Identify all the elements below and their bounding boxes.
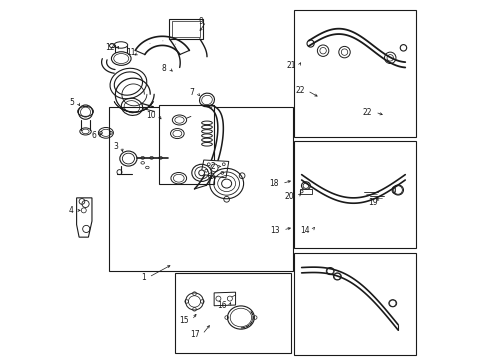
Text: 1: 1 — [141, 273, 145, 282]
Text: 19: 19 — [368, 198, 377, 207]
Bar — [293, 141, 415, 248]
Text: 7: 7 — [189, 88, 194, 97]
Text: 16: 16 — [217, 301, 226, 310]
Bar — [175, 273, 290, 353]
Polygon shape — [201, 160, 228, 178]
Text: 3: 3 — [114, 141, 119, 150]
Ellipse shape — [109, 44, 115, 48]
Text: 11: 11 — [126, 48, 136, 57]
Text: 10: 10 — [146, 111, 156, 120]
Polygon shape — [214, 292, 235, 306]
Bar — [293, 10, 415, 137]
Text: 17: 17 — [189, 330, 199, 339]
Ellipse shape — [221, 179, 231, 188]
Text: 12: 12 — [105, 43, 115, 52]
Text: 22: 22 — [294, 86, 304, 95]
Bar — [159, 105, 214, 184]
Polygon shape — [77, 198, 92, 237]
Text: 5: 5 — [69, 98, 74, 107]
Text: 22: 22 — [362, 108, 372, 117]
Text: 18: 18 — [269, 179, 279, 188]
Text: 9: 9 — [198, 17, 203, 26]
Text: 14: 14 — [299, 225, 309, 234]
Circle shape — [198, 170, 204, 176]
Text: 15: 15 — [179, 315, 189, 324]
Text: 21: 21 — [286, 61, 296, 70]
Bar — [171, 21, 200, 37]
Text: 8: 8 — [162, 64, 166, 73]
Bar — [169, 19, 203, 39]
Text: 13: 13 — [270, 225, 280, 234]
Text: 4: 4 — [68, 206, 73, 215]
Text: 6: 6 — [91, 131, 96, 140]
Polygon shape — [299, 189, 312, 194]
Text: 2: 2 — [210, 162, 215, 171]
Text: 20: 20 — [285, 192, 294, 201]
Bar — [293, 253, 415, 355]
Bar — [108, 107, 292, 271]
